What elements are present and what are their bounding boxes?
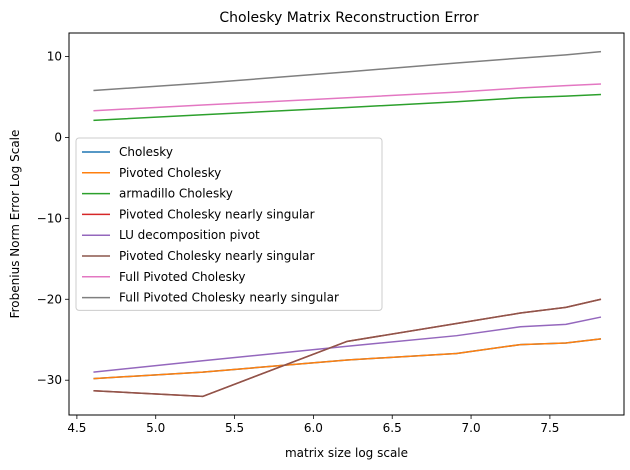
y-tick-label: 10 [47,49,62,63]
series-line-2 [93,93,602,122]
legend-entry: LU decomposition pivot [119,228,260,242]
legend-entry: Pivoted Cholesky [119,166,221,180]
x-axis-ticks: 4.5 5.0 5.5 6.0 6.5 7.0 7.5 [67,415,559,435]
legend-entry: Pivoted Cholesky nearly singular [119,249,315,263]
x-tick-label: 5.0 [146,421,165,435]
series-line-5 [93,298,602,398]
x-tick-label: 7.0 [462,421,481,435]
plot-area-frame [68,32,625,416]
x-tick-label: 6.5 [383,421,402,435]
legend-entry: Cholesky [119,145,173,159]
x-tick-label: 5.5 [225,421,244,435]
y-axis-ticks: −30 −20 −10 0 10 [37,49,69,387]
x-tick-label: 6.0 [304,421,323,435]
series-layer [93,50,602,398]
y-tick-label: −30 [37,373,62,387]
series-line-4 [93,316,602,373]
legend: Cholesky Pivoted Cholesky armadillo Choles… [75,137,383,311]
legend-entry: armadillo Cholesky [119,187,233,201]
x-tick-label: 7.5 [540,421,559,435]
y-tick-label: 0 [54,130,62,144]
y-tick-label: −20 [37,292,62,306]
x-tick-label: 4.5 [67,421,86,435]
legend-box [75,137,383,311]
chart-title: Cholesky Matrix Reconstruction Error [219,10,478,26]
legend-entry: Full Pivoted Cholesky [119,270,246,284]
series-line-3 [93,298,602,398]
legend-entry: Full Pivoted Cholesky nearly singular [119,291,339,305]
x-axis-label: matrix size log scale [285,446,408,460]
series-line-1 [93,338,602,380]
y-axis-label: Frobenius Norm Error Log Scale [8,130,22,319]
legend-entry: Pivoted Cholesky nearly singular [119,207,315,221]
series-line-6 [93,83,602,112]
y-tick-label: −10 [37,211,62,225]
series-line-7 [93,50,602,92]
